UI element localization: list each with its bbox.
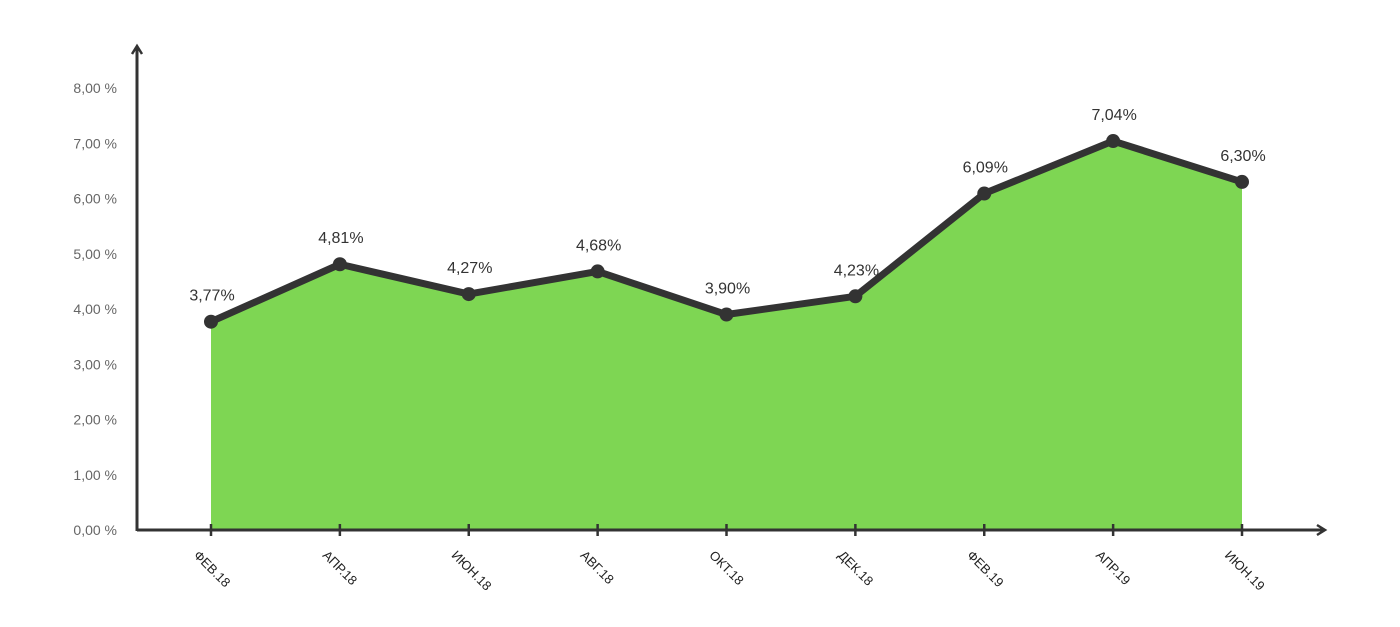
- data-label: 4,81%: [318, 230, 363, 247]
- data-label: 6,30%: [1220, 148, 1265, 165]
- x-axis-arrow: [1316, 523, 1328, 537]
- y-tick-labels: 0,00 % 1,00 % 2,00 % 3,00 % 4,00 % 5,00 % 6,00…: [73, 80, 117, 538]
- data-point: [848, 289, 863, 304]
- data-point: [332, 257, 347, 272]
- x-tick-label: ИЮН.18: [449, 548, 495, 594]
- data-label: 4,68%: [576, 237, 621, 254]
- area-fill-layer: [211, 141, 1242, 531]
- x-tick-label: АВГ.18: [578, 548, 618, 588]
- data-points: [204, 134, 1249, 329]
- data-label: 4,23%: [834, 262, 879, 279]
- axes: [130, 43, 1328, 537]
- x-tick-label: ФЕВ.18: [191, 548, 234, 591]
- data-point: [204, 314, 218, 329]
- data-label: 7,04%: [1091, 107, 1136, 124]
- y-tick-label: 5,00 %: [73, 246, 117, 262]
- area-fill: [211, 141, 1242, 531]
- y-tick-label: 0,00 %: [73, 522, 117, 538]
- data-labels: 3,77% 4,81% 4,27% 4,68% 3,90% 4,23% 6,09% 7,04%…: [189, 107, 1265, 305]
- x-tick-label: АПР.19: [1093, 548, 1133, 588]
- data-point: [719, 307, 734, 322]
- data-point: [1106, 134, 1121, 149]
- x-tick-label: ДЕК.18: [835, 548, 876, 589]
- y-axis-arrow: [130, 43, 144, 55]
- data-label: 3,90%: [705, 281, 750, 298]
- data-point: [590, 264, 605, 279]
- data-point: [1235, 174, 1249, 189]
- y-tick-label: 7,00 %: [73, 135, 117, 151]
- data-label: 3,77%: [189, 288, 234, 305]
- x-tick-label: ИЮН.19: [1222, 548, 1268, 594]
- data-label: 4,27%: [447, 260, 492, 277]
- y-tick-label: 3,00 %: [73, 356, 117, 372]
- data-label: 6,09%: [963, 160, 1008, 177]
- y-tick-label: 4,00 %: [73, 301, 117, 317]
- x-tick-label: АПР.18: [320, 548, 360, 588]
- y-tick-label: 8,00 %: [73, 80, 117, 96]
- y-tick-label: 1,00 %: [73, 467, 117, 483]
- y-tick-label: 2,00 %: [73, 412, 117, 428]
- x-tick-labels: ФЕВ.18 АПР.18 ИЮН.18 АВГ.18 ОКТ.18 ДЕК.18 ФЕВ.…: [191, 524, 1268, 593]
- x-tick-label: ОКТ.18: [706, 548, 746, 588]
- y-tick-label: 6,00 %: [73, 191, 117, 207]
- x-tick-label: ФЕВ.19: [964, 548, 1007, 591]
- data-point: [977, 186, 992, 201]
- data-point: [461, 287, 476, 302]
